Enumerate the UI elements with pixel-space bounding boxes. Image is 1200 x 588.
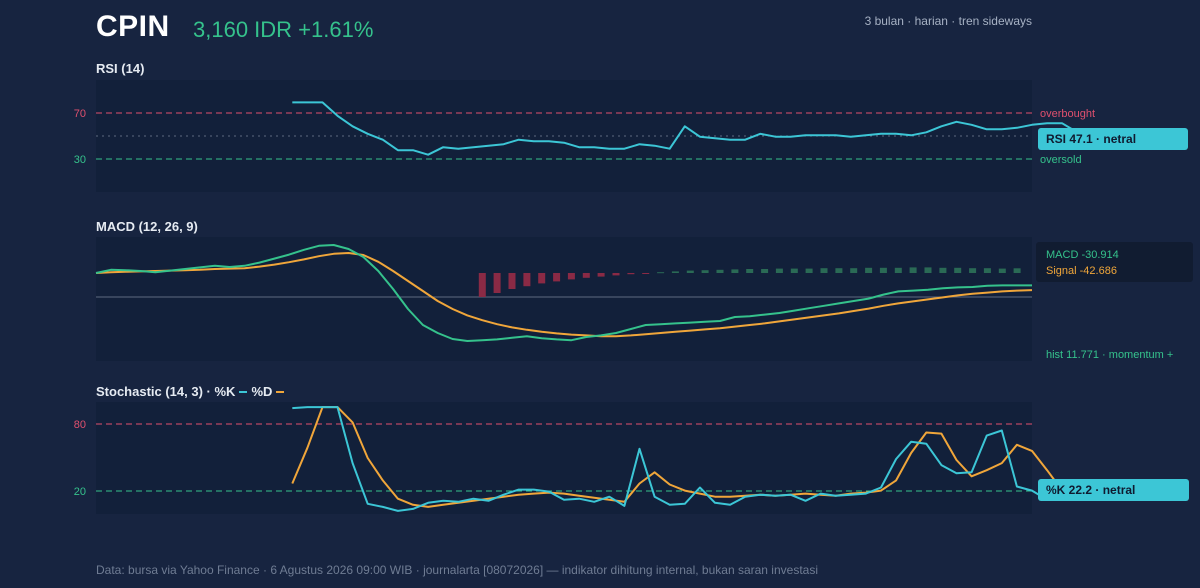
macd-hist-bar: [865, 267, 873, 273]
macd-hist-bar: [508, 273, 516, 289]
macd-panel: MACD -30.914 Signal -42.686 hist 11.771 …: [95, 237, 1193, 361]
macd-panel-title: MACD (12, 26, 9): [96, 219, 198, 234]
macd-hist-bar: [612, 273, 620, 276]
stoch-d-line: [291, 406, 1078, 508]
macd-hist-bar: [701, 270, 709, 273]
ticker-symbol: CPIN: [96, 10, 170, 43]
macd-hist-bar: [820, 268, 828, 273]
macd-hist-bar: [969, 268, 977, 273]
macd-hist-bar: [954, 267, 962, 273]
rsi-badge: [1038, 128, 1188, 150]
macd-hist-bar: [850, 268, 858, 273]
stochastic-panel: 80 20 %K 22.2 · netral: [74, 402, 1189, 514]
macd-hist-bar: [909, 267, 917, 273]
stoch-badge: [1038, 479, 1189, 501]
macd-hist-bar: [642, 273, 650, 274]
rsi-line: [292, 101, 1168, 156]
chart-meta: 3 bulan · harian · tren sideways: [864, 14, 1032, 28]
stochastic-panel-bg: [96, 402, 1032, 514]
overbought-label: overbought: [1040, 108, 1095, 120]
macd-hist-bar: [998, 268, 1006, 273]
macd-legend-macd: MACD -30.914: [1046, 249, 1119, 261]
macd-hist-bar: [597, 273, 605, 277]
stoch-k-line: [292, 406, 1078, 512]
macd-hist-bar: [716, 269, 724, 273]
rsi-tick-30: 30: [74, 154, 86, 166]
macd-hist-bar: [478, 273, 486, 297]
macd-hist-bar: [553, 273, 561, 282]
signal-line: [95, 252, 1033, 338]
macd-hist-bar: [983, 268, 991, 273]
k-legend-swatch: [239, 390, 248, 393]
footer-source: Data: bursa via Yahoo Finance · 6 Agustu…: [96, 563, 818, 577]
d-legend-swatch: [276, 390, 285, 393]
macd-hist-bar: [746, 269, 754, 273]
macd-hist-bar: [1013, 268, 1021, 273]
macd-hist-bar: [671, 271, 679, 273]
stoch-tick-80: 80: [74, 419, 86, 431]
macd-histogram: [478, 267, 1021, 297]
stoch-tick-20: 20: [74, 486, 86, 498]
macd-hist-bar: [538, 273, 546, 284]
macd-hist-bar: [582, 273, 590, 278]
rsi-badge-text: RSI 47.1 · netral: [1046, 132, 1136, 146]
macd-hist-bar: [894, 267, 902, 273]
stoch-badge-text: %K 22.2 · netral: [1046, 483, 1135, 497]
macd-hist-bar: [924, 267, 932, 273]
macd-panel-bg: [96, 237, 1032, 361]
macd-hist-bar: [805, 268, 813, 273]
macd-hist-label: hist 11.771 · momentum +: [1046, 349, 1173, 361]
stochastic-panel-title: Stochastic (14, 3) · %K %D: [96, 384, 288, 399]
macd-legend-signal: Signal -42.686: [1046, 265, 1117, 277]
macd-hist-bar: [879, 267, 887, 273]
macd-hist-bar: [761, 269, 769, 273]
rsi-panel-title: RSI (14): [96, 61, 145, 76]
macd-hist-bar: [493, 273, 501, 293]
macd-legend-box: [1036, 242, 1193, 282]
macd-hist-bar: [523, 273, 531, 287]
macd-hist-bar: [790, 268, 798, 273]
price-quote: 3,160 IDR +1.61%: [193, 17, 374, 42]
rsi-panel: 70 30 overbought oversold RSI 47.1 · net…: [74, 80, 1188, 192]
macd-hist-bar: [835, 268, 843, 273]
macd-hist-bar: [627, 273, 635, 275]
rsi-tick-70: 70: [74, 108, 86, 120]
macd-hist-bar: [775, 268, 783, 273]
macd-hist-bar: [567, 273, 575, 280]
macd-line: [95, 244, 1032, 342]
stochastic-d-label: %D: [251, 384, 273, 399]
macd-hist-bar: [686, 270, 694, 273]
oversold-label: oversold: [1040, 154, 1082, 166]
macd-hist-bar: [731, 269, 739, 273]
macd-hist-bar: [657, 272, 665, 274]
stochastic-title-text: Stochastic (14, 3) · %K: [96, 384, 236, 399]
macd-hist-bar: [939, 267, 947, 273]
